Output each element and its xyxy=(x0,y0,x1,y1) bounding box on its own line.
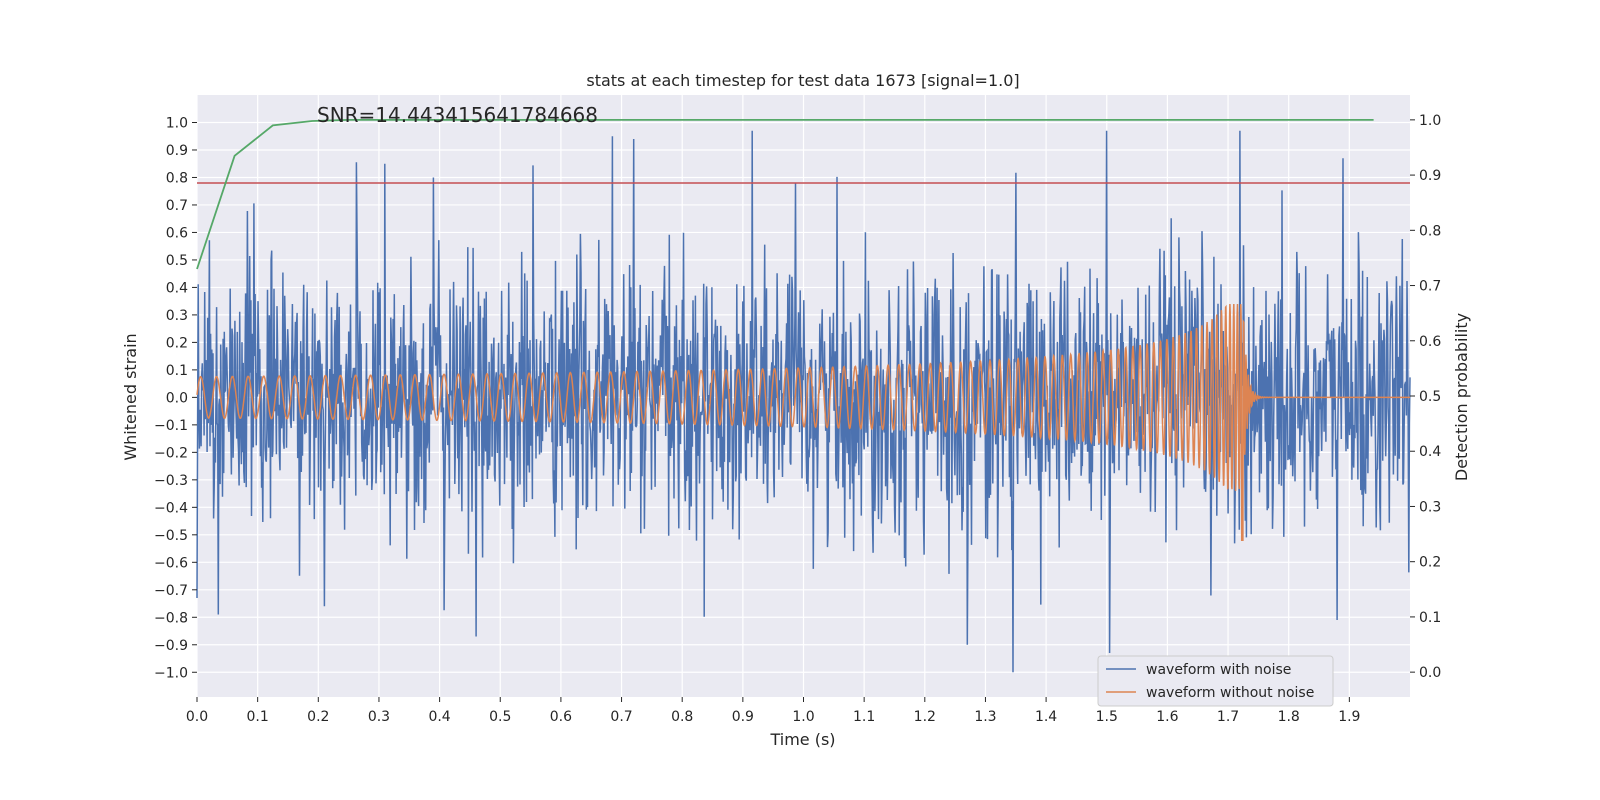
x-tick-label: 0.5 xyxy=(489,709,511,725)
x-axis-ticks: 0.0 0.1 0.2 0.3 0.4 0.5 0.6 0.7 0.8 0.9 1.0 1.1 1.2 1… xyxy=(186,697,1360,725)
y-right-axis-title: Detection probability xyxy=(1452,313,1471,481)
legend-label-noisy: waveform with noise xyxy=(1146,662,1291,678)
y-left-tick-label: −0.3 xyxy=(154,473,188,489)
y-right-tick-label: 0.9 xyxy=(1419,168,1441,184)
plot-lines xyxy=(196,119,1411,673)
x-tick-label: 1.6 xyxy=(1156,709,1178,725)
y-left-tick-label: 0.2 xyxy=(166,335,188,351)
y-right-tick-label: 0.4 xyxy=(1419,444,1441,460)
y-left-tick-label: −0.8 xyxy=(154,610,188,626)
y-left-tick-label: 0.3 xyxy=(166,308,188,324)
x-tick-label: 0.8 xyxy=(671,709,693,725)
x-axis-title: Time (s) xyxy=(769,730,835,749)
y-left-tick-label: 0.7 xyxy=(166,198,188,214)
snr-annotation: SNR=14.443415641784668 xyxy=(317,103,598,127)
y-right-tick-label: 0.1 xyxy=(1419,610,1441,626)
x-tick-label: 1.3 xyxy=(974,709,996,725)
y-left-tick-label: 0.8 xyxy=(166,170,188,186)
y-left-tick-label: −0.1 xyxy=(154,418,188,434)
y-right-tick-label: 0.0 xyxy=(1419,665,1441,681)
y-right-tick-label: 0.3 xyxy=(1419,499,1441,515)
y-left-tick-label: 1.0 xyxy=(166,115,188,131)
y-left-tick-label: 0.9 xyxy=(166,143,188,159)
y-left-tick-label: −0.9 xyxy=(154,638,188,654)
y-right-tick-label: 0.5 xyxy=(1419,389,1441,405)
x-tick-label: 1.1 xyxy=(853,709,875,725)
x-tick-label: 1.5 xyxy=(1096,709,1118,725)
x-tick-label: 1.4 xyxy=(1035,709,1057,725)
legend: waveform with noise waveform without noi… xyxy=(1097,655,1334,707)
y-left-tick-label: −0.2 xyxy=(154,445,188,461)
x-tick-label: 0.1 xyxy=(247,709,269,725)
y-right-tick-label: 0.8 xyxy=(1419,223,1441,239)
y-right-tick-label: 1.0 xyxy=(1419,113,1441,129)
chart-title: stats at each timestep for test data 167… xyxy=(586,71,1019,90)
y-right-tick-label: 0.7 xyxy=(1419,279,1441,295)
y-left-axis-ticks: 1.0 0.9 0.8 0.7 0.6 0.5 0.4 0.3 0.2 0.1 0.0 −0.1 −0.… xyxy=(154,115,197,681)
y-left-tick-label: 0.0 xyxy=(166,390,188,406)
x-tick-label: 0.9 xyxy=(732,709,754,725)
y-left-tick-label: −0.7 xyxy=(154,583,188,599)
y-left-axis-title: Whitened strain xyxy=(121,333,140,460)
x-tick-label: 1.8 xyxy=(1278,709,1300,725)
y-left-tick-label: −1.0 xyxy=(154,665,188,681)
x-tick-label: 0.2 xyxy=(307,709,329,725)
x-tick-label: 0.0 xyxy=(186,709,208,725)
legend-box xyxy=(1097,655,1334,707)
y-right-axis-ticks: 1.0 0.9 0.8 0.7 0.6 0.5 0.4 0.3 0.2 0.1 0.0 xyxy=(1410,113,1441,681)
y-right-tick-label: 0.6 xyxy=(1419,334,1441,350)
y-right-tick-label: 0.2 xyxy=(1419,555,1441,571)
x-tick-label: 0.7 xyxy=(610,709,632,725)
y-left-tick-label: 0.1 xyxy=(166,363,188,379)
y-left-tick-label: 0.5 xyxy=(166,253,188,269)
y-left-tick-label: 0.6 xyxy=(166,225,188,241)
clean-waveform-line xyxy=(196,303,1410,542)
x-tick-label: 0.3 xyxy=(368,709,390,725)
x-tick-label: 1.2 xyxy=(914,709,936,725)
legend-label-clean: waveform without noise xyxy=(1146,685,1314,701)
detection-probability-line xyxy=(196,119,1374,270)
x-tick-label: 1.9 xyxy=(1338,709,1360,725)
x-tick-label: 1.7 xyxy=(1217,709,1239,725)
y-left-tick-label: −0.4 xyxy=(154,500,188,516)
x-tick-label: 0.4 xyxy=(428,709,450,725)
y-left-tick-label: −0.5 xyxy=(154,528,188,544)
x-tick-label: 1.0 xyxy=(792,709,814,725)
y-left-tick-label: 0.4 xyxy=(166,280,188,296)
y-left-tick-label: −0.6 xyxy=(154,555,188,571)
x-tick-label: 0.6 xyxy=(550,709,572,725)
